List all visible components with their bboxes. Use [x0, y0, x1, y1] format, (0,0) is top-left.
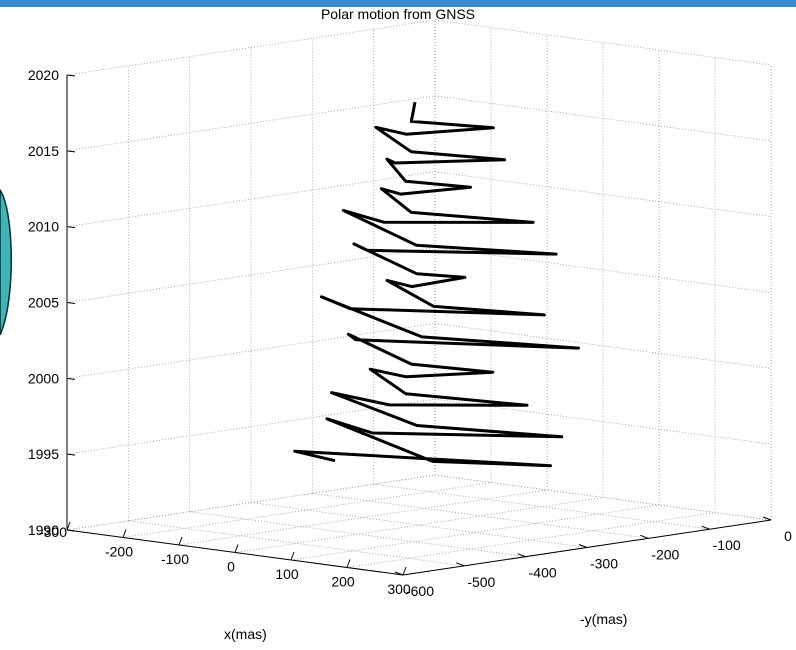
floor-grid-line — [312, 492, 649, 539]
side-wall-grid-line — [434, 95, 772, 142]
y-tick — [762, 516, 772, 521]
back-wall-grid-line — [66, 171, 436, 228]
z-tick-label: 2005 — [28, 295, 59, 311]
y-tick-label: -400 — [529, 565, 557, 581]
y-tick — [456, 562, 465, 567]
z-tick-label: 1995 — [28, 446, 59, 462]
z-tick-label: 2010 — [28, 219, 59, 235]
z-tick — [66, 226, 76, 229]
z-tick — [66, 453, 76, 456]
back-wall-grid-line — [66, 19, 436, 76]
y-tick-label: -600 — [406, 583, 434, 599]
z-tick — [66, 74, 76, 77]
floor-grid-line — [189, 511, 526, 558]
polar-motion-series-line — [293, 101, 580, 468]
side-wall-grid-line — [434, 322, 772, 369]
floor-grid-line — [128, 520, 465, 567]
x-axis-label: x(mas) — [224, 626, 267, 642]
floor-grid-line — [234, 497, 604, 553]
x-tick — [122, 529, 127, 538]
x-tick — [290, 551, 295, 561]
x-tick-label: 300 — [387, 581, 411, 597]
x-tick-label: -300 — [39, 524, 67, 540]
z-tick — [66, 150, 76, 153]
x-tick-label: -200 — [105, 544, 133, 560]
z-tick-label: 2020 — [28, 67, 59, 83]
y-tick — [394, 571, 404, 576]
back-wall-grid-line — [66, 398, 436, 455]
y-axis-label: -y(mas) — [580, 611, 628, 627]
y-tick — [517, 553, 526, 558]
z-tick — [66, 302, 76, 304]
x-tick — [402, 566, 407, 576]
side-wall-grid-line — [434, 398, 772, 445]
side-wall-grid-line — [434, 171, 772, 218]
side-wall-grid-line — [434, 19, 772, 66]
x-tick — [66, 521, 71, 531]
y-tick-label: 0 — [784, 528, 792, 544]
z-tick-label: 2000 — [28, 370, 59, 386]
x-tick-label: -100 — [161, 551, 189, 567]
back-wall-grid-line — [66, 474, 436, 531]
side-wall-grid-line — [434, 474, 772, 521]
y-tick-label: -100 — [713, 537, 741, 553]
back-wall-grid-line — [66, 322, 436, 379]
z-tick-label: 2015 — [28, 143, 59, 159]
z-tick — [66, 377, 76, 380]
floor-grid-line — [122, 482, 492, 538]
back-wall-grid-line — [66, 95, 436, 152]
back-wall-grid-line — [66, 247, 436, 303]
z-tick — [66, 529, 76, 532]
floor-grid-line — [373, 483, 710, 530]
y-tick-label: -200 — [651, 546, 679, 562]
x-tick-label: 100 — [275, 566, 299, 582]
x-tick — [178, 536, 183, 546]
x-tick-label: 200 — [331, 574, 355, 590]
y-tick-label: -500 — [467, 574, 495, 590]
x-tick — [234, 544, 239, 553]
floor-grid-line — [250, 502, 588, 548]
y-tick-label: -300 — [590, 556, 618, 572]
decorative-edge-shape — [0, 188, 12, 336]
y-tick — [640, 534, 649, 539]
side-wall-grid-line — [434, 247, 772, 293]
x-tick — [346, 559, 351, 568]
y-tick — [701, 525, 710, 530]
y-tick — [578, 544, 588, 548]
z-tick-label: 1990 — [28, 522, 59, 538]
chart-title: Polar motion from GNSS — [320, 6, 476, 22]
window-top-bar — [0, 0, 796, 7]
x-tick-label: 0 — [227, 559, 235, 575]
floor-grid-line — [178, 489, 548, 546]
